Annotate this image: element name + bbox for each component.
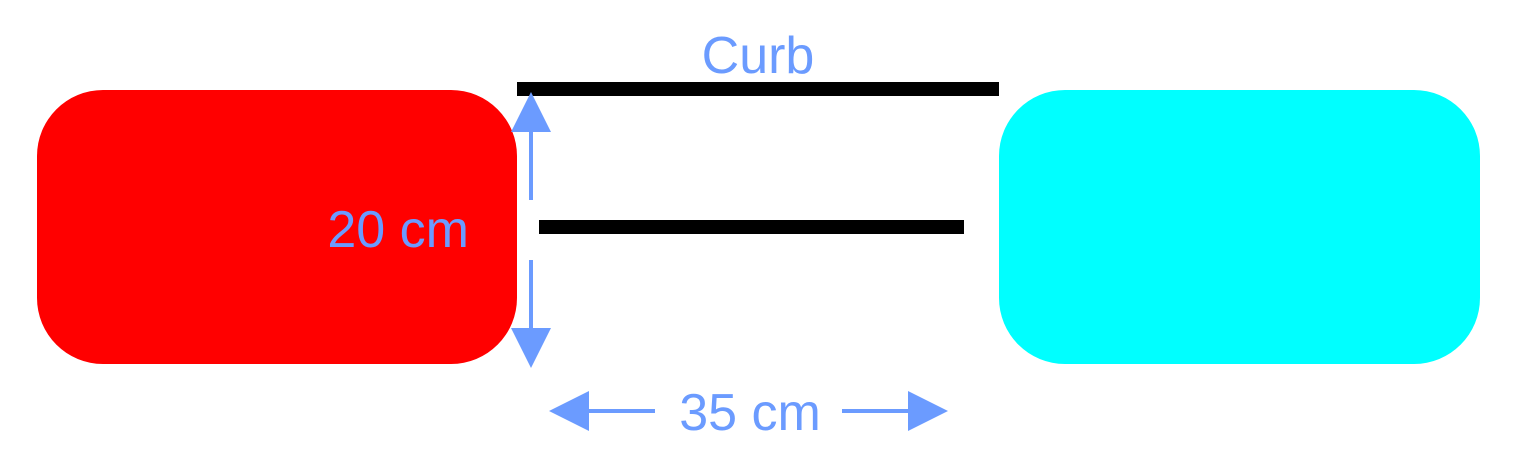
horizontal-gap-label: 35 cm [679,384,821,442]
right-car [999,90,1480,364]
curb-label: Curb [702,27,815,85]
left-car [37,90,517,364]
vertical-gap-label: 20 cm [327,201,469,259]
